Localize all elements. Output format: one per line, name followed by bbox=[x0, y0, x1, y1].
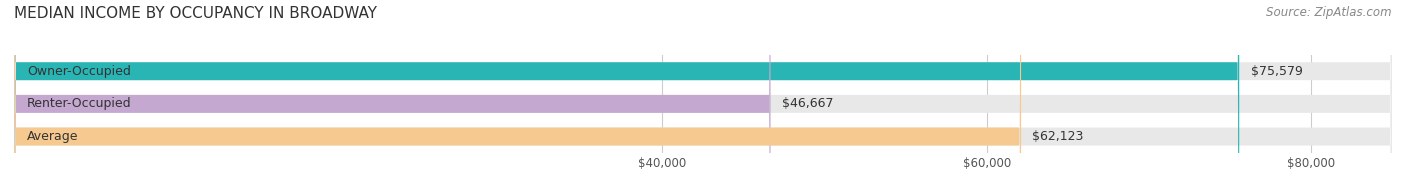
Text: MEDIAN INCOME BY OCCUPANCY IN BROADWAY: MEDIAN INCOME BY OCCUPANCY IN BROADWAY bbox=[14, 6, 377, 21]
Text: Owner-Occupied: Owner-Occupied bbox=[27, 65, 131, 78]
FancyBboxPatch shape bbox=[14, 0, 1239, 196]
Text: $62,123: $62,123 bbox=[1032, 130, 1084, 143]
Text: $75,579: $75,579 bbox=[1250, 65, 1302, 78]
Text: $46,667: $46,667 bbox=[782, 97, 834, 110]
FancyBboxPatch shape bbox=[14, 0, 770, 196]
Text: Renter-Occupied: Renter-Occupied bbox=[27, 97, 132, 110]
FancyBboxPatch shape bbox=[14, 0, 1392, 196]
FancyBboxPatch shape bbox=[14, 0, 1392, 196]
Text: Average: Average bbox=[27, 130, 79, 143]
FancyBboxPatch shape bbox=[14, 0, 1021, 196]
FancyBboxPatch shape bbox=[14, 0, 1392, 196]
Text: Source: ZipAtlas.com: Source: ZipAtlas.com bbox=[1267, 6, 1392, 19]
